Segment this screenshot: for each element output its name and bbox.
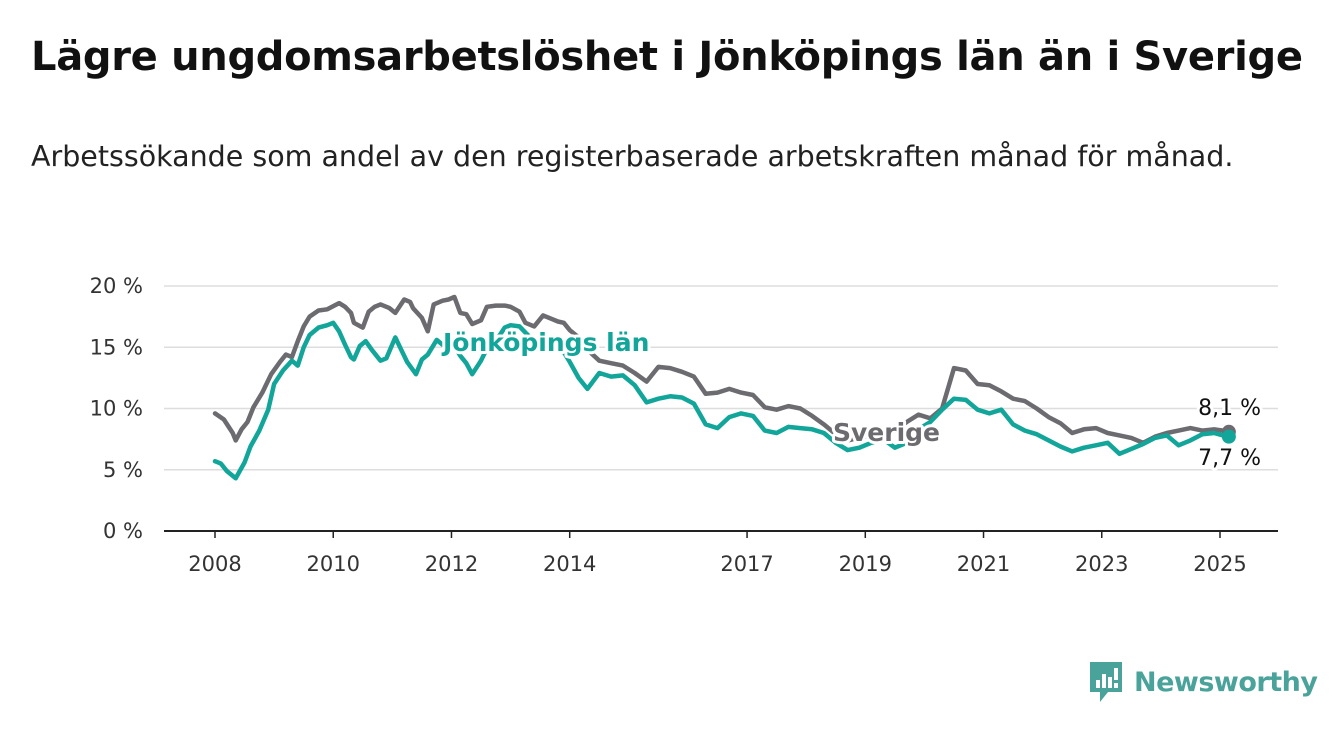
label-layer: Jönköpings län Sverige 8,1 % 7,7 %: [438, 325, 1264, 474]
y-tick-label: 5 %: [103, 458, 143, 482]
y-tick-label: 10 %: [90, 397, 143, 421]
end-value-sverige: 8,1 %: [1198, 396, 1261, 421]
series-line-jonkoping: [212, 320, 1232, 481]
grid-layer: [164, 285, 1278, 532]
brand-name: Newsworthy: [1134, 666, 1318, 698]
y-tick-label: 0 %: [103, 519, 143, 543]
x-tick-label: 2010: [307, 552, 360, 576]
x-tick-label: 2023: [1075, 552, 1128, 576]
x-tick-label: 2019: [839, 552, 892, 576]
x-tick-label: 2008: [188, 552, 241, 576]
x-tick-label: 2012: [425, 552, 478, 576]
y-tick-label: 15 %: [90, 335, 143, 359]
x-tick-label: 2017: [720, 552, 773, 576]
series-line-sverige: [212, 294, 1232, 446]
y-axis: 0 % 5 % 10 % 15 % 20 %: [90, 274, 143, 543]
chart-title: Lägre ungdomsarbetslöshet i Jönköpings l…: [31, 34, 1303, 80]
series-label-jonkoping: Jönköpings län: [441, 328, 649, 357]
series-layer: [212, 294, 1236, 481]
x-axis: 2008 2010 2012 2014 2017 2019 2021 2023 2025: [188, 531, 1247, 576]
x-tick-label: 2025: [1193, 552, 1246, 576]
series-label-sverige: Sverige: [833, 418, 940, 447]
newsworthy-chart-icon: [1090, 662, 1122, 702]
x-tick-label: 2021: [957, 552, 1010, 576]
chart-subtitle: Arbetssökande som andel av den registerb…: [31, 140, 1234, 173]
end-value-jonkoping: 7,7 %: [1198, 446, 1261, 471]
newsworthy-logo: Newsworthy: [1088, 660, 1318, 704]
x-tick-label: 2014: [543, 552, 596, 576]
series-end-point-jonkoping: [1221, 429, 1236, 444]
y-tick-label: 20 %: [90, 274, 143, 298]
